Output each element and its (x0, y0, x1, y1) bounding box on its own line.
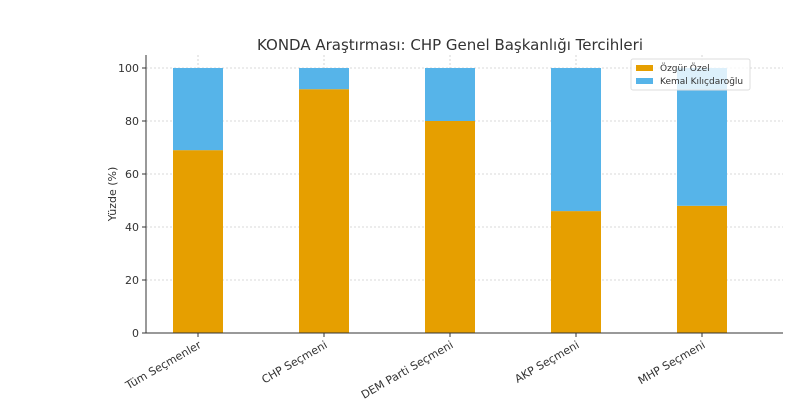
x-tick-label: AKP Seçmeni (512, 338, 581, 385)
legend-swatch (636, 65, 653, 71)
bar-kemal-k-l-daro-lu-1 (299, 68, 349, 90)
x-tick-label: MHP Seçmeni (636, 338, 708, 387)
y-tick-label: 0 (132, 327, 139, 340)
x-tick-label: DEM Parti Seçmeni (359, 338, 456, 400)
legend-label: Özgür Özel (660, 63, 710, 74)
legend-label: Kemal Kılıçdaroğlu (660, 77, 743, 87)
bar-kemal-k-l-daro-lu-0 (173, 68, 223, 151)
legend: Özgür Özel Kemal Kılıçdaroğlu (630, 58, 751, 91)
bar--zg-r-zel-4 (677, 205, 727, 333)
y-tick-label: 100 (118, 62, 139, 75)
y-axis-label: Yüzde (%) (106, 167, 119, 222)
y-tick-label: 20 (125, 274, 139, 287)
x-tick-label: CHP Seçmeni (259, 338, 329, 386)
bar-kemal-k-l-daro-lu-4 (677, 68, 727, 206)
y-tick-label: 80 (125, 115, 139, 128)
bar--zg-r-zel-1 (299, 89, 349, 333)
bar-kemal-k-l-daro-lu-3 (551, 68, 601, 212)
bar--zg-r-zel-0 (173, 150, 223, 333)
bar--zg-r-zel-2 (425, 121, 475, 333)
legend-box (630, 58, 751, 91)
bar-kemal-k-l-daro-lu-2 (425, 68, 475, 121)
y-tick-label: 40 (125, 221, 139, 234)
x-tick-label: Tüm Seçmenler (123, 338, 204, 392)
y-tick-label: 60 (125, 168, 139, 181)
legend-swatch (636, 78, 653, 84)
bar--zg-r-zel-3 (551, 211, 601, 333)
chart-title: KONDA Araştırması: CHP Genel Başkanlığı … (257, 36, 643, 54)
